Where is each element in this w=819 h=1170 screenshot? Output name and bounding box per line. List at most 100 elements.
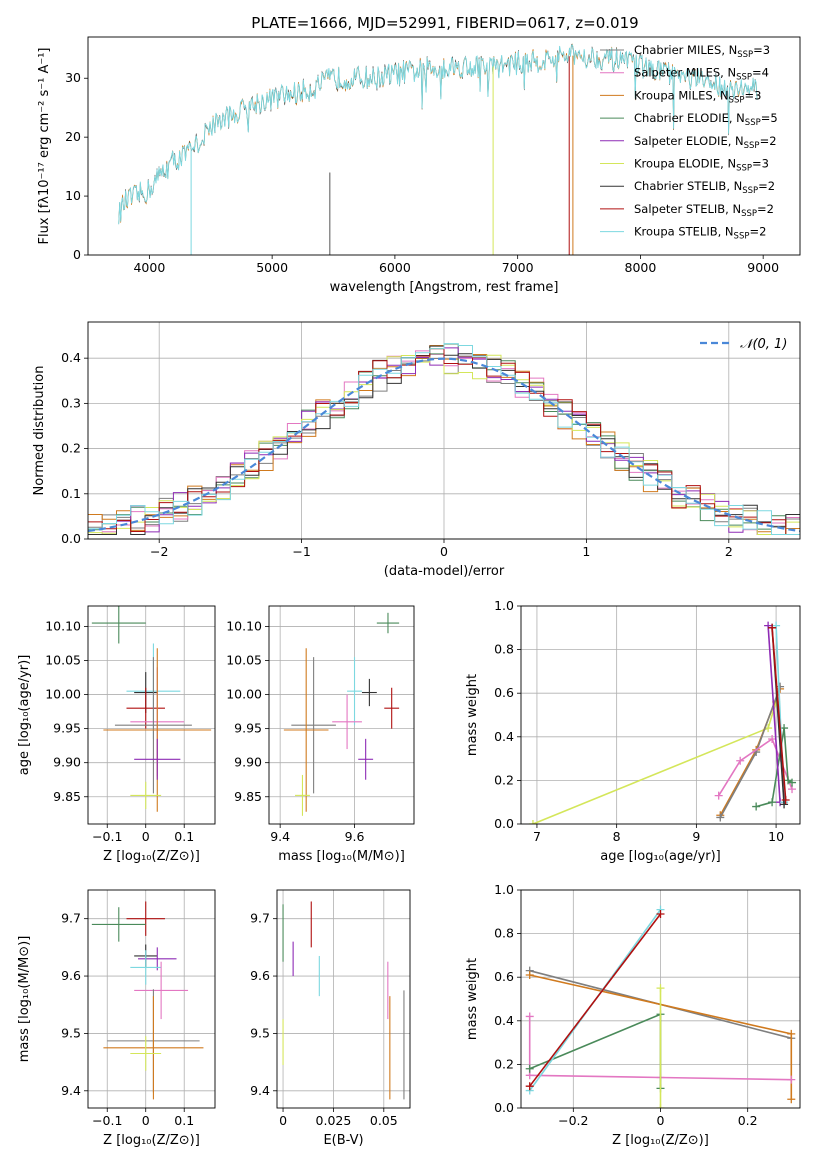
hist-step — [88, 348, 800, 535]
y-axis-label: mass weight — [465, 958, 480, 1040]
y-tick-label: 0.4 — [61, 350, 81, 365]
weight-marker — [525, 1012, 534, 1021]
weight-marker — [525, 971, 534, 980]
panel-age_vs_Z: −0.1 0 0.1 9.85 9.90 9.95 10.00 10.05 10.10 Z [lo… — [17, 605, 216, 864]
y-tick-label: 10.00 — [45, 687, 81, 702]
x-tick-label: −0.1 — [92, 829, 122, 844]
x-tick-label: 0 — [279, 1113, 287, 1128]
y-tick-label: 9.85 — [234, 789, 262, 804]
weight-line — [529, 913, 662, 1087]
x-tick-label: 9 — [692, 829, 700, 844]
y-axis-label: Normed distribution — [32, 366, 47, 496]
y-tick-label: 10 — [65, 188, 81, 203]
y-tick-label: 0.6 — [494, 685, 514, 700]
axes-frame — [87, 321, 801, 540]
weight-line — [719, 688, 781, 816]
x-axis-label: age [log₁₀(age/yr)] — [600, 849, 721, 864]
panel-massweight_vs_age: 7 8 9 10 0.0 0.2 0.4 0.6 0.8 1.0 age [log₁₀(age/yr… — [465, 598, 801, 864]
panel-spectrum: 4000 5000 6000 7000 8000 9000 0 10 20 30 wavelengt… — [37, 36, 801, 295]
figure-title: PLATE=1666, MJD=52991, FIBERID=0617, z=0… — [251, 14, 638, 32]
weight-marker — [525, 1064, 534, 1073]
panel-age_vs_mass: 9.4 9.6 9.85 9.90 9.95 10.00 10.05 10.10 mass [l… — [226, 605, 415, 864]
normal-curve — [88, 357, 800, 533]
y-tick-label: 9.5 — [61, 1025, 81, 1040]
plot-area — [525, 905, 796, 1108]
x-tick-label: 4000 — [133, 260, 165, 275]
weight-line — [771, 627, 787, 801]
y-tick-label: 0 — [73, 247, 81, 262]
legend-label: Kroupa ELODIE, NSSP=3 — [634, 157, 769, 174]
y-axis-label: mass weight — [465, 674, 480, 756]
panel-mass_vs_Z: −0.1 0 0.1 9.4 9.5 9.6 9.7 Z [log₁₀(Z/Z⊙)] mass … — [17, 889, 216, 1148]
y-axis-label: age [log₁₀(age/yr)] — [17, 655, 32, 776]
y-tick-label: 0.4 — [494, 729, 514, 744]
x-tick-label: 0.2 — [738, 1113, 758, 1128]
y-tick-label: 9.4 — [250, 1083, 270, 1098]
y-tick-label: 0.2 — [61, 441, 81, 456]
weight-marker — [768, 623, 777, 632]
plot-area — [283, 612, 400, 816]
x-tick-label: 5000 — [256, 260, 288, 275]
plot-area — [88, 343, 800, 535]
x-tick-label: 1 — [582, 544, 590, 559]
legend-label: Chabrier STELIB, NSSP=2 — [634, 179, 775, 196]
x-axis-label: mass [log₁₀(M/M⊙)] — [278, 849, 405, 864]
x-tick-label: −0.1 — [92, 1113, 122, 1128]
weight-marker — [736, 756, 745, 765]
weight-marker — [714, 791, 723, 800]
x-tick-label: 0.025 — [316, 1113, 352, 1128]
weight-marker — [656, 984, 665, 993]
y-tick-label: 9.90 — [53, 755, 81, 770]
legend-label: Salpeter STELIB, NSSP=2 — [634, 202, 774, 219]
weight-marker — [787, 1029, 796, 1038]
x-tick-label: 0 — [440, 544, 448, 559]
plot-area — [91, 606, 212, 812]
x-tick-label: 2 — [725, 544, 733, 559]
x-tick-label: 0 — [142, 1113, 150, 1128]
x-axis-label: (data-model)/error — [384, 564, 505, 579]
y-tick-label: 0.2 — [494, 772, 514, 787]
y-tick-label: 0.0 — [61, 531, 81, 546]
y-tick-label: 9.5 — [250, 1025, 270, 1040]
x-tick-label: 9.6 — [345, 829, 365, 844]
panel-residual_histogram: −2 −1 0 1 2 0.0 0.1 0.2 0.3 0.4 (data-model)/error… — [32, 321, 801, 579]
y-tick-label: 10.10 — [226, 618, 262, 633]
x-tick-label: 7 — [533, 829, 541, 844]
legend-label: Kroupa STELIB, NSSP=2 — [634, 225, 766, 242]
y-tick-label: 10.00 — [226, 687, 262, 702]
y-tick-label: 9.95 — [234, 721, 262, 736]
plot-area — [282, 901, 405, 1100]
x-tick-label: 8000 — [625, 260, 657, 275]
weight-marker — [716, 813, 725, 822]
hist-legend-label: 𝒩(0, 1) — [740, 337, 787, 352]
x-axis-label: Z [log₁₀(Z/Z⊙)] — [103, 1133, 200, 1148]
spectrum-legend: Chabrier MILES, NSSP=3 Salpeter MILES, NS… — [600, 43, 778, 242]
y-tick-label: 9.6 — [250, 968, 270, 983]
y-tick-label: 0.3 — [61, 395, 81, 410]
plot-area — [118, 43, 758, 255]
x-tick-label: −0.2 — [558, 1113, 588, 1128]
weight-marker — [780, 800, 789, 809]
weight-marker — [528, 820, 537, 824]
y-tick-label: 9.85 — [53, 789, 81, 804]
panel-mass_vs_EBV: 0 0.025 0.05 9.4 9.5 9.6 9.7 E(B-V) — [250, 889, 411, 1148]
weight-line — [767, 625, 781, 803]
y-tick-label: 9.6 — [61, 968, 81, 983]
y-tick-label: 0.1 — [61, 486, 81, 501]
y-tick-label: 0.4 — [494, 1013, 514, 1028]
axes-frame — [268, 605, 415, 825]
x-tick-label: −1 — [292, 544, 310, 559]
x-tick-label: −2 — [150, 544, 168, 559]
y-tick-label: 10.05 — [45, 653, 81, 668]
y-axis-label: Flux [fλ10⁻¹⁷ erg cm⁻² s⁻¹ A⁻¹] — [37, 48, 52, 245]
y-tick-label: 0.0 — [494, 1100, 514, 1115]
axes-frame — [87, 889, 216, 1109]
y-tick-label: 0.0 — [494, 816, 514, 831]
x-tick-label: 6000 — [379, 260, 411, 275]
weight-marker — [781, 796, 790, 805]
axes-frame — [520, 889, 801, 1109]
y-tick-label: 1.0 — [494, 598, 514, 613]
y-tick-label: 0.6 — [494, 969, 514, 984]
x-tick-label: 0 — [142, 829, 150, 844]
